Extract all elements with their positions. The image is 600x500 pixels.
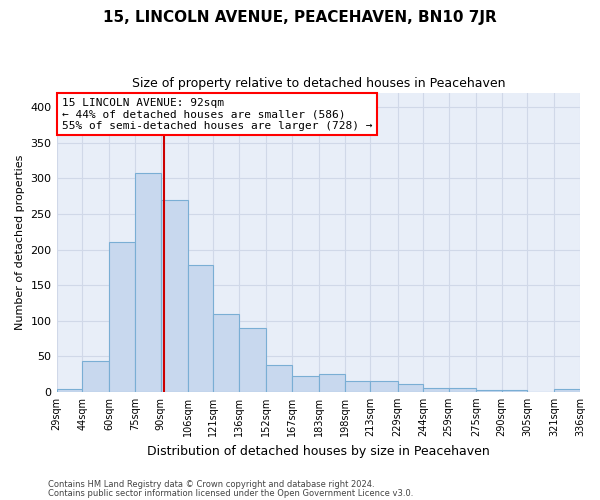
Bar	[161, 200, 188, 392]
Bar	[449, 388, 476, 392]
Bar	[266, 365, 292, 392]
Bar	[135, 172, 161, 392]
X-axis label: Distribution of detached houses by size in Peacehaven: Distribution of detached houses by size …	[147, 444, 490, 458]
Text: Contains HM Land Registry data © Crown copyright and database right 2024.: Contains HM Land Registry data © Crown c…	[48, 480, 374, 489]
Text: Contains public sector information licensed under the Open Government Licence v3: Contains public sector information licen…	[48, 488, 413, 498]
Title: Size of property relative to detached houses in Peacehaven: Size of property relative to detached ho…	[131, 78, 505, 90]
Text: 15, LINCOLN AVENUE, PEACEHAVEN, BN10 7JR: 15, LINCOLN AVENUE, PEACEHAVEN, BN10 7JR	[103, 10, 497, 25]
Bar	[319, 374, 344, 392]
Y-axis label: Number of detached properties: Number of detached properties	[15, 154, 25, 330]
Bar	[554, 389, 580, 392]
Bar	[502, 390, 527, 392]
Bar	[398, 384, 423, 392]
Bar	[214, 314, 239, 392]
Bar	[423, 388, 449, 392]
Bar	[344, 381, 370, 392]
Bar	[56, 389, 82, 392]
Bar	[239, 328, 266, 392]
Bar	[476, 390, 502, 392]
Bar	[370, 381, 398, 392]
Text: 15 LINCOLN AVENUE: 92sqm
← 44% of detached houses are smaller (586)
55% of semi-: 15 LINCOLN AVENUE: 92sqm ← 44% of detach…	[62, 98, 372, 130]
Bar	[188, 265, 214, 392]
Bar	[109, 242, 135, 392]
Bar	[292, 376, 319, 392]
Bar	[82, 361, 109, 392]
